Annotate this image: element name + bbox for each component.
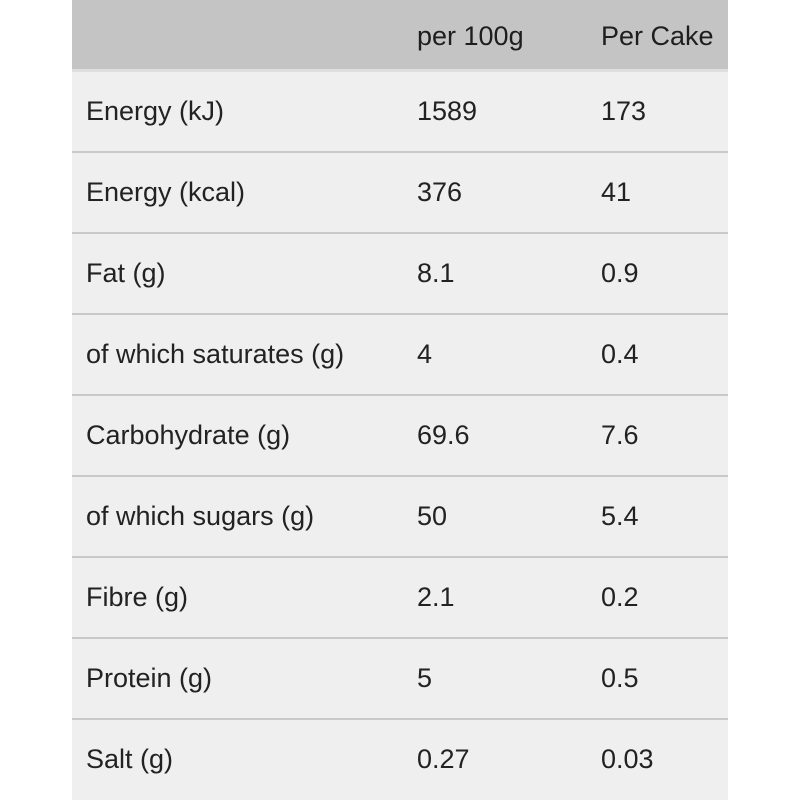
nutrient-label: Fibre (g): [86, 582, 189, 612]
per-cake-value: 0.4: [601, 339, 639, 369]
per-100g-value: 69.6: [417, 420, 470, 450]
table-row: of which saturates (g) 4 0.4: [72, 315, 728, 396]
table-row: of which sugars (g) 50 5.4: [72, 477, 728, 558]
per-100g-value: 4: [417, 339, 433, 369]
table-row: Fibre (g) 2.1 0.2: [72, 558, 728, 639]
per-100g-value: 2.1: [417, 582, 455, 612]
header-per-100g: per 100g: [417, 21, 524, 51]
table-row: Fat (g) 8.1 0.9: [72, 234, 728, 315]
table-row: Energy (kJ) 1589 173: [72, 72, 728, 153]
nutrient-label: Protein (g): [86, 663, 213, 693]
nutrient-label: Fat (g): [86, 258, 166, 288]
nutrition-table: per 100g Per Cake Energy (kJ) 1589 173 E…: [72, 0, 728, 800]
per-cake-value: 0.03: [601, 744, 654, 774]
header-per-cake: Per Cake: [601, 21, 714, 51]
per-cake-value: 41: [601, 177, 632, 207]
per-cake-value: 173: [601, 96, 647, 126]
per-100g-value: 5: [417, 663, 433, 693]
nutrient-label: Energy (kJ): [86, 96, 225, 126]
nutrient-label: Carbohydrate (g): [86, 420, 291, 450]
per-cake-value: 0.9: [601, 258, 639, 288]
per-100g-value: 0.27: [417, 744, 470, 774]
nutrient-label: Salt (g): [86, 744, 174, 774]
per-100g-value: 376: [417, 177, 463, 207]
table-row: Energy (kcal) 376 41: [72, 153, 728, 234]
per-cake-value: 0.5: [601, 663, 639, 693]
per-100g-value: 1589: [417, 96, 478, 126]
table-header-row: per 100g Per Cake: [72, 0, 728, 72]
per-cake-value: 7.6: [601, 420, 639, 450]
per-cake-value: 5.4: [601, 501, 639, 531]
table-row: Protein (g) 5 0.5: [72, 639, 728, 720]
per-cake-value: 0.2: [601, 582, 639, 612]
nutrient-label: Energy (kcal): [86, 177, 246, 207]
table-row: Carbohydrate (g) 69.6 7.6: [72, 396, 728, 477]
nutrient-label: of which sugars (g): [86, 501, 315, 531]
nutrient-label: of which saturates (g): [86, 339, 345, 369]
per-100g-value: 50: [417, 501, 448, 531]
per-100g-value: 8.1: [417, 258, 455, 288]
table-row: Salt (g) 0.27 0.03: [72, 720, 728, 801]
